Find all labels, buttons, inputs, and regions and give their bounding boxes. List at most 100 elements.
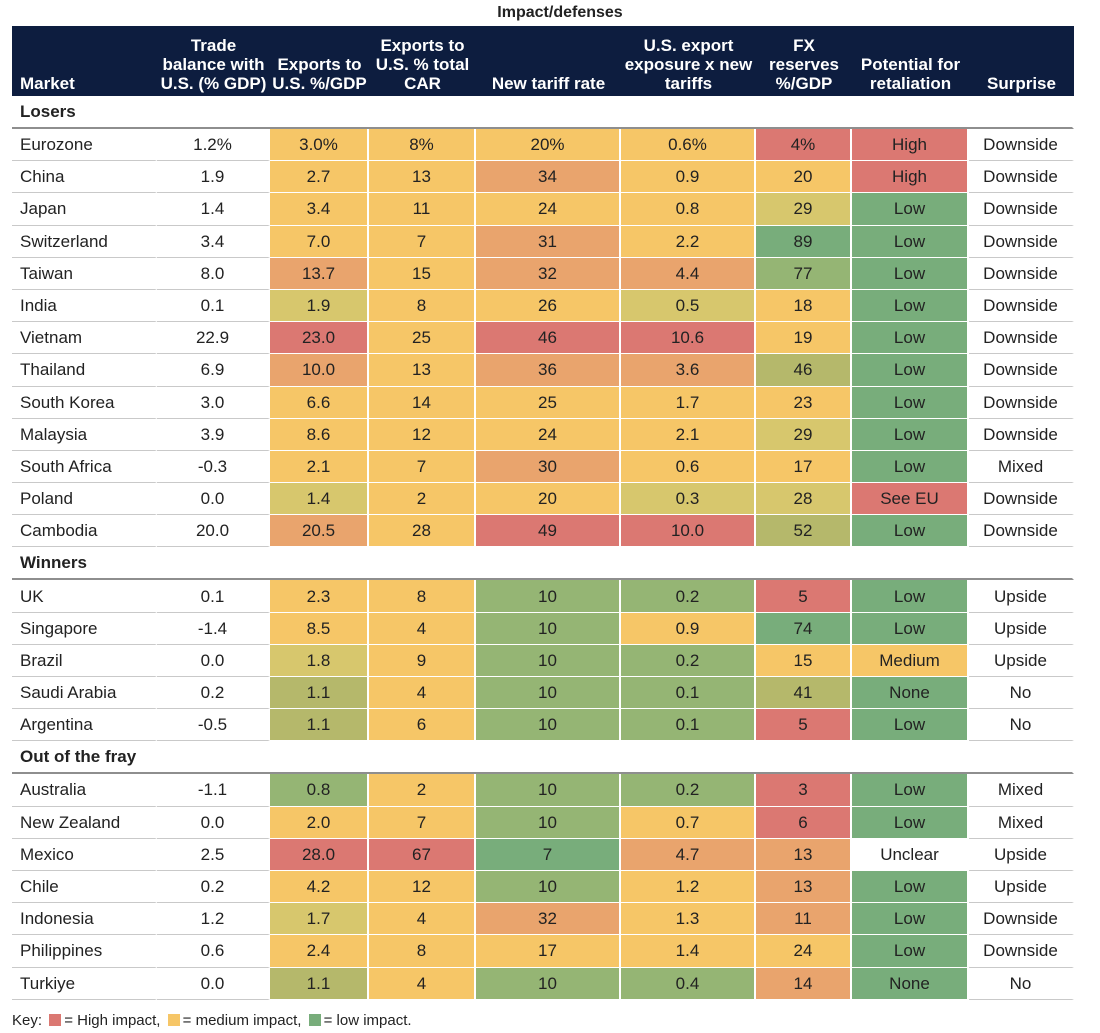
- exports-car-cell: 4: [369, 677, 476, 710]
- tariff-cell: 32: [476, 257, 621, 290]
- market-cell: Thailand: [12, 354, 157, 387]
- header-row: Market Trade balance with U.S. (% GDP) E…: [12, 26, 1074, 96]
- fx-cell: 29: [756, 418, 852, 451]
- exposure-cell: 0.1: [621, 709, 756, 742]
- exports-car-cell: 2: [369, 774, 476, 807]
- fx-cell: 14: [756, 967, 852, 1000]
- tariff-cell: 46: [476, 322, 621, 355]
- surprise-cell: Downside: [969, 289, 1074, 323]
- trade-balance-cell: 0.1: [157, 289, 270, 323]
- table-row: Cambodia 20.0 20.5 28 49 10.0 52 Low Downside: [12, 515, 1074, 548]
- table-row: Vietnam 22.9 23.0 25 46 10.6 19 Low Downside: [12, 322, 1074, 355]
- tariff-cell: 10: [476, 612, 621, 645]
- table-row: UK 0.1 2.3 8 10 0.2 5 Low Upside: [12, 580, 1074, 613]
- exports-gdp-cell: 10.0: [270, 354, 369, 387]
- exports-car-cell: 4: [369, 967, 476, 1000]
- market-cell: Saudi Arabia: [12, 677, 157, 710]
- market-cell: Turkiye: [12, 967, 157, 1000]
- retaliation-cell: Low: [852, 450, 969, 484]
- exposure-cell: 0.1: [621, 677, 756, 710]
- table-row: Mexico 2.5 28.0 67 7 4.7 13 Unclear Upside: [12, 838, 1074, 871]
- retaliation-cell: Low: [852, 322, 969, 355]
- exports-gdp-cell: 6.6: [270, 386, 369, 419]
- impact-table: Market Trade balance with U.S. (% GDP) E…: [12, 26, 1074, 1000]
- trade-balance-cell: -1.4: [157, 612, 270, 645]
- retaliation-cell: Low: [852, 709, 969, 742]
- tariff-cell: 10: [476, 967, 621, 1000]
- exposure-cell: 0.9: [621, 161, 756, 194]
- trade-balance-cell: 0.2: [157, 677, 270, 710]
- exports-car-cell: 15: [369, 257, 476, 290]
- trade-balance-cell: -0.3: [157, 450, 270, 484]
- exposure-cell: 0.2: [621, 774, 756, 807]
- exports-car-cell: 67: [369, 838, 476, 871]
- exports-gdp-cell: 8.5: [270, 612, 369, 645]
- tariff-cell: 10: [476, 644, 621, 677]
- fx-cell: 5: [756, 709, 852, 742]
- exports-car-cell: 8: [369, 935, 476, 968]
- retaliation-cell: Low: [852, 225, 969, 258]
- market-cell: Australia: [12, 774, 157, 807]
- trade-balance-cell: 0.2: [157, 870, 270, 904]
- tariff-cell: 10: [476, 677, 621, 710]
- exposure-cell: 10.6: [621, 322, 756, 355]
- retaliation-cell: High: [852, 161, 969, 194]
- fx-cell: 13: [756, 870, 852, 904]
- surprise-cell: Downside: [969, 193, 1074, 226]
- market-cell: China: [12, 161, 157, 194]
- trade-balance-cell: 0.0: [157, 483, 270, 516]
- exports-gdp-cell: 3.0%: [270, 129, 369, 162]
- exposure-cell: 0.6%: [621, 129, 756, 162]
- exposure-cell: 1.3: [621, 903, 756, 936]
- fx-cell: 5: [756, 580, 852, 613]
- fx-cell: 77: [756, 257, 852, 290]
- surprise-cell: Downside: [969, 386, 1074, 419]
- fx-cell: 46: [756, 354, 852, 387]
- retaliation-cell: Low: [852, 903, 969, 936]
- exposure-cell: 0.4: [621, 967, 756, 1000]
- tariff-cell: 10: [476, 709, 621, 742]
- exports-gdp-cell: 1.1: [270, 967, 369, 1000]
- market-cell: Eurozone: [12, 129, 157, 162]
- exports-car-cell: 8: [369, 580, 476, 613]
- key-high-text: = High impact,: [64, 1012, 161, 1029]
- table-row: South Africa -0.3 2.1 7 30 0.6 17 Low Mixed: [12, 450, 1074, 484]
- table-row: China 1.9 2.7 13 34 0.9 20 High Downside: [12, 161, 1074, 194]
- surprise-cell: Downside: [969, 935, 1074, 968]
- fx-cell: 4%: [756, 129, 852, 162]
- section-header-row: Losers: [12, 96, 1074, 129]
- exports-gdp-cell: 1.1: [270, 677, 369, 710]
- table-row: Singapore -1.4 8.5 4 10 0.9 74 Low Upside: [12, 612, 1074, 645]
- surprise-cell: Upside: [969, 644, 1074, 677]
- surprise-cell: Upside: [969, 838, 1074, 871]
- market-cell: Chile: [12, 870, 157, 904]
- trade-balance-cell: 8.0: [157, 257, 270, 290]
- retaliation-cell: None: [852, 677, 969, 710]
- exports-car-cell: 14: [369, 386, 476, 419]
- table-row: Saudi Arabia 0.2 1.1 4 10 0.1 41 None No: [12, 677, 1074, 710]
- exposure-cell: 0.6: [621, 450, 756, 484]
- exports-gdp-cell: 2.7: [270, 161, 369, 194]
- retaliation-cell: Low: [852, 386, 969, 419]
- surprise-cell: Downside: [969, 129, 1074, 162]
- header-export-exposure: U.S. export exposure x new tariffs: [621, 26, 756, 96]
- fx-cell: 13: [756, 838, 852, 871]
- market-cell: South Africa: [12, 450, 157, 484]
- trade-balance-cell: 0.6: [157, 935, 270, 968]
- tariff-cell: 34: [476, 161, 621, 194]
- retaliation-cell: Medium: [852, 644, 969, 677]
- market-cell: South Korea: [12, 386, 157, 419]
- table-row: South Korea 3.0 6.6 14 25 1.7 23 Low Downside: [12, 386, 1074, 419]
- trade-balance-cell: 2.5: [157, 838, 270, 871]
- market-cell: Singapore: [12, 612, 157, 645]
- fx-cell: 74: [756, 612, 852, 645]
- retaliation-cell: Low: [852, 515, 969, 548]
- fx-cell: 29: [756, 193, 852, 226]
- fx-cell: 52: [756, 515, 852, 548]
- exposure-cell: 2.2: [621, 225, 756, 258]
- tariff-cell: 7: [476, 838, 621, 871]
- key-label: Key:: [12, 1012, 43, 1029]
- exposure-cell: 0.9: [621, 612, 756, 645]
- header-trade-balance: Trade balance with U.S. (% GDP): [157, 26, 270, 96]
- exports-gdp-cell: 3.4: [270, 193, 369, 226]
